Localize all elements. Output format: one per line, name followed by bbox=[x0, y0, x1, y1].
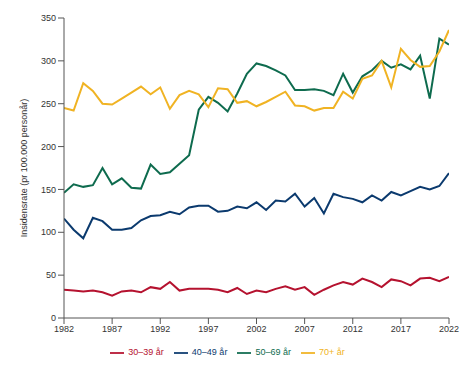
svg-text:250: 250 bbox=[41, 99, 56, 109]
svg-text:100: 100 bbox=[41, 227, 56, 237]
svg-text:2007: 2007 bbox=[295, 324, 315, 334]
html-text:40–49 år: 40–49 år bbox=[191, 347, 228, 358]
svg-text:Insidensrate (pr 100.000 perso: Insidensrate (pr 100.000 personår) bbox=[19, 99, 29, 238]
svg-text:1982: 1982 bbox=[54, 324, 74, 334]
svg-text:1997: 1997 bbox=[198, 324, 218, 334]
svg-text:50: 50 bbox=[46, 270, 56, 280]
html-text:70+ år: 70+ år bbox=[318, 347, 345, 358]
svg-text:2012: 2012 bbox=[343, 324, 363, 334]
svg-text:1992: 1992 bbox=[150, 324, 170, 334]
svg-text:0: 0 bbox=[51, 313, 56, 323]
html-text:30–39 år: 30–39 år bbox=[128, 347, 164, 358]
svg-text:2022: 2022 bbox=[439, 324, 459, 334]
svg-text:1987: 1987 bbox=[102, 324, 122, 334]
svg-text:150: 150 bbox=[41, 185, 56, 195]
svg-text:2017: 2017 bbox=[391, 324, 411, 334]
svg-text:200: 200 bbox=[41, 142, 56, 152]
html-text:50–69 år: 50–69 år bbox=[255, 347, 291, 358]
svg-text:2002: 2002 bbox=[246, 324, 266, 334]
svg-text:350: 350 bbox=[41, 13, 56, 23]
svg-text:300: 300 bbox=[41, 56, 56, 66]
